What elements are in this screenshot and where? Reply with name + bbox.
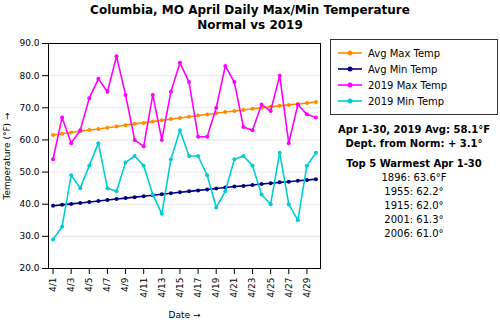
svg-text:60.0: 60.0 <box>19 135 39 145</box>
html-text:Columbia, MO April Daily Max/M: Columbia, MO April Daily Max/Min Tempera… <box>90 3 410 32</box>
svg-text:4/29: 4/29 <box>302 277 312 297</box>
html-text:1915: 62.0°: 1915: 62.0° <box>384 200 444 211</box>
svg-text:Date →: Date → <box>169 310 201 320</box>
svg-text:4/15: 4/15 <box>175 278 185 298</box>
html-text:Avg Min Temp: Avg Min Temp <box>368 63 438 75</box>
html-text:2019 Min Temp: 2019 Min Temp <box>368 95 445 107</box>
html-text:2019 Max Temp: 2019 Max Temp <box>368 79 448 91</box>
svg-text:4/9: 4/9 <box>120 277 130 292</box>
html-text:Top 5 Warmest Apr 1-30: Top 5 Warmest Apr 1-30 <box>346 158 482 169</box>
svg-text:70.0: 70.0 <box>19 103 39 113</box>
svg-text:4/23: 4/23 <box>247 278 257 298</box>
svg-text:4/13: 4/13 <box>157 278 167 298</box>
svg-text:80.0: 80.0 <box>19 71 39 81</box>
html-text:Dept. from Norm: + 3.1°: Dept. from Norm: + 3.1° <box>345 138 483 149</box>
svg-text:4/5: 4/5 <box>84 278 94 292</box>
svg-text:4/1: 4/1 <box>48 278 58 292</box>
svg-text:4/11: 4/11 <box>139 278 149 298</box>
svg-text:4/27: 4/27 <box>284 278 294 298</box>
html-text:2006: 61.0°: 2006: 61.0° <box>384 228 444 239</box>
html-text:Apr 1-30, 2019 Avg: 58.1°F: Apr 1-30, 2019 Avg: 58.1°F <box>338 124 490 135</box>
svg-text:4/3: 4/3 <box>66 278 76 292</box>
svg-text:20.0: 20.0 <box>19 263 39 273</box>
html-text:1955: 62.2°: 1955: 62.2° <box>384 186 444 197</box>
svg-text:50.0: 50.0 <box>19 167 39 177</box>
svg-text:40.0: 40.0 <box>19 199 39 209</box>
svg-text:30.0: 30.0 <box>19 231 39 241</box>
svg-text:4/17: 4/17 <box>193 278 203 298</box>
svg-text:4/25: 4/25 <box>266 278 276 298</box>
svg-text:4/7: 4/7 <box>102 278 112 292</box>
html-text:2001: 61.3°: 2001: 61.3° <box>384 214 444 225</box>
svg-text:90.0: 90.0 <box>19 38 39 48</box>
svg-text:4/21: 4/21 <box>229 278 239 298</box>
html-text:Avg Max Temp: Avg Max Temp <box>368 47 441 59</box>
svg-text:Temperature (°F) →: Temperature (°F) → <box>2 112 12 200</box>
svg-text:4/19: 4/19 <box>211 277 221 297</box>
html-text:1896: 63.6°F: 1896: 63.6°F <box>381 172 447 183</box>
